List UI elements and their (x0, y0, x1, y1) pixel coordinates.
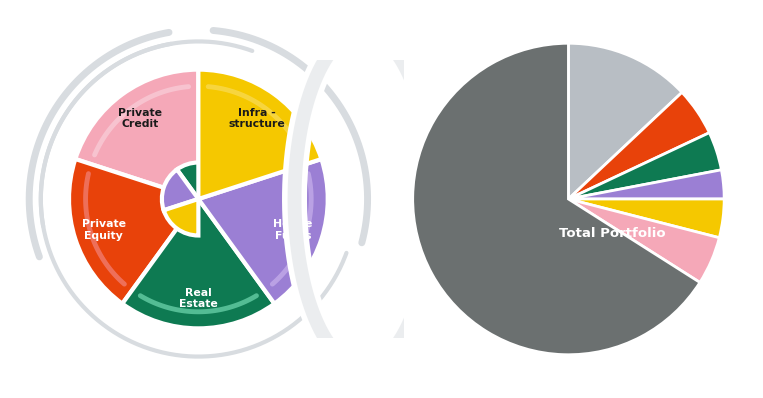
Text: Private
Credit: Private Credit (118, 108, 162, 129)
Wedge shape (568, 133, 721, 199)
Text: Infra -
structure: Infra - structure (228, 108, 285, 129)
Wedge shape (568, 170, 724, 199)
Wedge shape (413, 43, 700, 355)
Wedge shape (568, 43, 682, 199)
Wedge shape (568, 199, 720, 283)
Wedge shape (568, 199, 724, 238)
Wedge shape (162, 159, 328, 304)
Text: Total Portfolio: Total Portfolio (559, 227, 665, 240)
Circle shape (24, 25, 372, 373)
Wedge shape (69, 159, 235, 304)
Text: Hedge
Funds: Hedge Funds (273, 219, 313, 240)
Wedge shape (122, 162, 275, 328)
Wedge shape (76, 70, 233, 236)
Wedge shape (568, 92, 710, 199)
Text: Private
Equity: Private Equity (82, 219, 126, 240)
Wedge shape (164, 70, 321, 236)
Text: Real
Estate: Real Estate (179, 288, 217, 309)
